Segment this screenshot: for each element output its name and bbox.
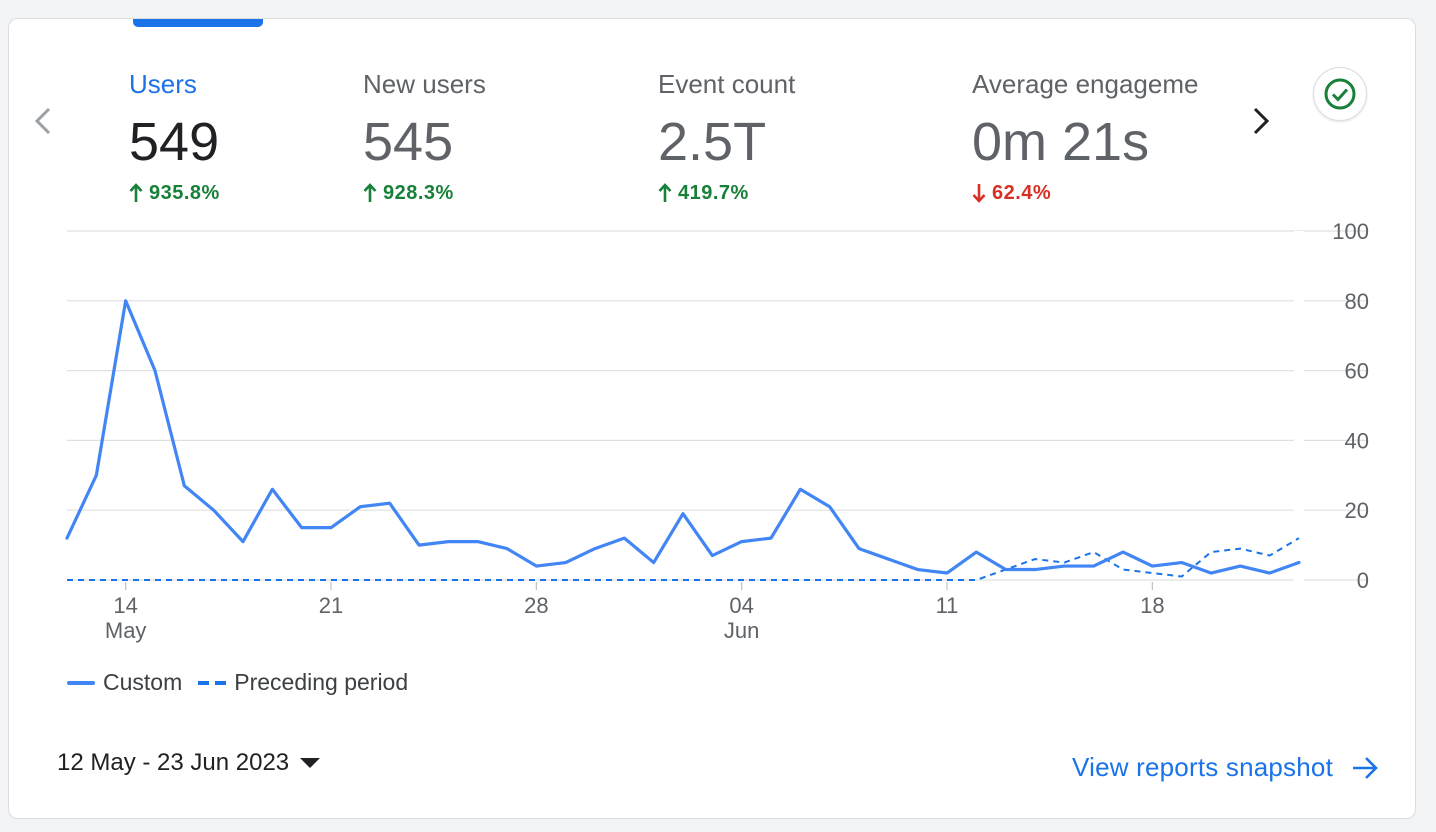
x-tick-label: 21 [319, 593, 343, 618]
metric-label: Users [129, 69, 197, 99]
date-range-label: 12 May - 23 Jun 2023 [57, 749, 290, 776]
metric-change: 928.3% [363, 179, 613, 207]
metric-change: 62.4% [972, 179, 1222, 207]
x-tick-sublabel: May [105, 618, 147, 643]
x-tick-sublabel: Jun [724, 618, 759, 643]
status-indicator[interactable] [1313, 67, 1367, 121]
check-circle-icon [1324, 78, 1356, 110]
y-tick-label: 0 [1357, 568, 1369, 593]
series-line-custom [65, 299, 1301, 575]
x-tick-label: 18 [1140, 593, 1164, 618]
metric-new-users[interactable]: New users 545 928.3% [363, 63, 613, 207]
arrow-right-icon [1353, 756, 1378, 779]
chevron-right-icon [1253, 107, 1270, 135]
metric-label: Event count [658, 69, 796, 99]
chart-legend: Custom Preceding period [67, 669, 424, 696]
legend-item-preceding[interactable]: Preceding period [198, 669, 408, 696]
overview-card: Users 549 935.8% New users 545 928.3% Ev… [8, 18, 1416, 819]
metric-value: 545 [363, 112, 454, 172]
metric-change-value: 935.8% [149, 182, 220, 204]
legend-label: Preceding period [234, 669, 409, 695]
metric-label: Average engageme [972, 69, 1199, 99]
series-line-preceding-period [67, 537, 1300, 581]
metric-change: 419.7% [658, 179, 908, 207]
metric-change: 935.8% [129, 179, 379, 207]
y-tick-label: 20 [1345, 498, 1369, 523]
caret-down-icon [300, 758, 321, 768]
y-tick-label: 80 [1345, 289, 1369, 314]
arrow-up-icon [363, 183, 377, 202]
metric-users[interactable]: Users 549 935.8% [129, 63, 379, 207]
snapshot-link-label: View reports snapshot [1072, 752, 1333, 782]
legend-item-custom[interactable]: Custom [67, 669, 182, 696]
view-reports-snapshot-link[interactable]: View reports snapshot [1072, 752, 1379, 783]
metric-change-value: 928.3% [383, 182, 454, 204]
metric-change-value: 62.4% [992, 182, 1052, 204]
date-range-selector[interactable]: 12 May - 23 Jun 2023 [57, 749, 321, 777]
y-tick-label: 40 [1345, 428, 1369, 453]
metric-value: 0m 21s [972, 112, 1150, 172]
x-tick-label: 04 [729, 593, 753, 618]
x-tick-label: 11 [936, 593, 959, 618]
metric-label: New users [363, 69, 486, 99]
legend-label: Custom [103, 669, 183, 695]
metric-event-count[interactable]: Event count 2.5T 419.7% [658, 63, 908, 207]
chevron-left-icon [34, 107, 51, 135]
arrow-down-icon [972, 184, 986, 203]
arrow-up-icon [658, 183, 672, 202]
metric-change-value: 419.7% [678, 182, 749, 204]
next-metrics-button[interactable] [1247, 103, 1275, 139]
arrow-up-icon [129, 183, 143, 202]
active-tab-indicator [133, 19, 263, 27]
legend-swatch-solid [67, 680, 95, 685]
x-tick-label: 28 [524, 593, 548, 618]
previous-metrics-button[interactable] [29, 103, 57, 139]
y-tick-label: 60 [1345, 359, 1369, 384]
x-tick-label: 14 [113, 593, 137, 618]
metric-value: 2.5T [658, 112, 767, 172]
y-tick-label: 100 [1332, 219, 1369, 244]
metric-value: 549 [129, 112, 220, 172]
legend-swatch-dashed [198, 680, 227, 685]
metric-average-engagement[interactable]: Average engageme 0m 21s 62.4% [972, 63, 1222, 207]
